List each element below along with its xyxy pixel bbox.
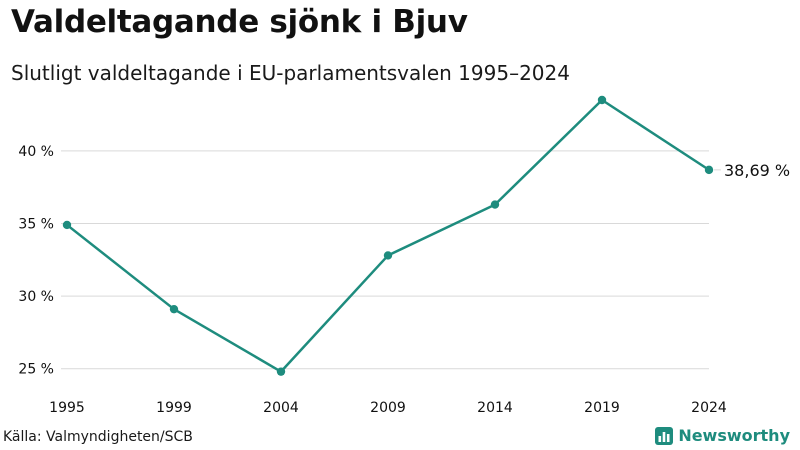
x-tick-label: 2009 — [370, 400, 406, 416]
y-tick-label: 25 % — [18, 362, 54, 378]
x-tick-label: 1995 — [49, 400, 85, 416]
data-point — [597, 95, 607, 105]
data-point — [383, 251, 393, 260]
y-tick-label: 30 % — [18, 289, 54, 305]
brand-logo: Newsworthy — [655, 426, 790, 445]
data-point — [62, 220, 72, 230]
brand-name: Newsworthy — [678, 426, 790, 445]
end-value-label: 38,69 % — [724, 161, 790, 180]
series-line — [65, 98, 711, 373]
bar-chart-icon — [655, 426, 674, 445]
x-tick-label: 2019 — [584, 400, 620, 416]
x-tick-label: 1999 — [156, 400, 192, 416]
chart-title: Valdeltagande sjönk i Bjuv — [11, 4, 468, 40]
data-point — [276, 367, 286, 376]
x-tick-label: 2024 — [691, 400, 727, 416]
source-note: Källa: Valmyndigheten/SCB — [3, 429, 193, 445]
chart-subtitle: Slutligt valdeltagande i EU-parlamentsva… — [11, 61, 570, 85]
data-point — [490, 200, 500, 209]
y-tick-label: 35 % — [18, 216, 54, 232]
x-tick-label: 2004 — [263, 400, 299, 416]
x-tick-label: 2014 — [477, 400, 513, 416]
data-point — [169, 304, 179, 314]
y-tick-label: 40 % — [18, 144, 54, 160]
data-point — [704, 165, 714, 175]
